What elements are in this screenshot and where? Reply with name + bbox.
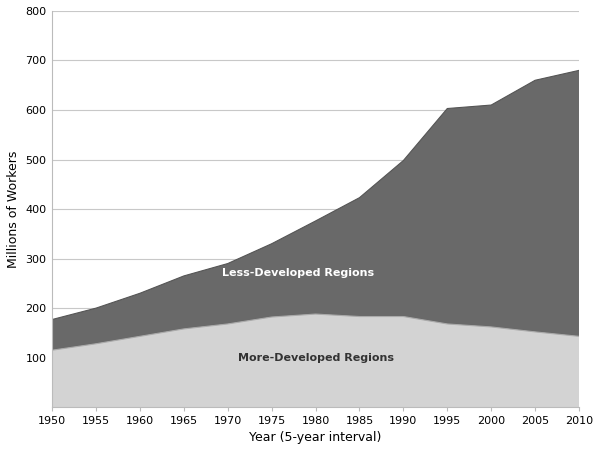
X-axis label: Year (5-year interval): Year (5-year interval) (250, 431, 382, 444)
Text: Less-Developed Regions: Less-Developed Regions (222, 268, 374, 278)
Y-axis label: Millions of Workers: Millions of Workers (7, 150, 20, 268)
Text: More-Developed Regions: More-Developed Regions (238, 353, 394, 363)
